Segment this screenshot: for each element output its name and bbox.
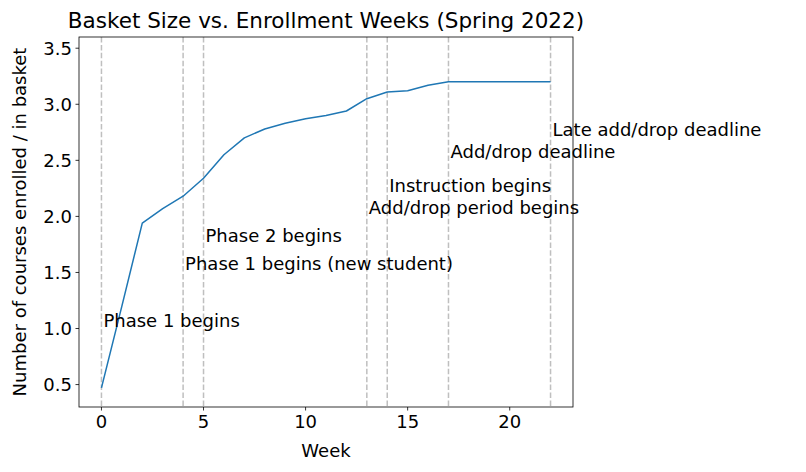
x-tick-label: 0 xyxy=(96,411,107,432)
y-tick xyxy=(76,104,80,105)
reference-line xyxy=(448,37,450,407)
title: Basket Size vs. Enrollment Weeks (Spring… xyxy=(68,8,584,33)
y-tick xyxy=(76,384,80,385)
y-tick-label: 2.0 xyxy=(43,206,72,227)
data-line xyxy=(101,82,550,388)
y-tick-label: 3.5 xyxy=(43,38,72,59)
x-tick-label: 20 xyxy=(498,411,521,432)
annotation: Phase 1 begins (new student) xyxy=(185,253,453,274)
annotation: Add/drop period begins xyxy=(369,197,579,218)
axes-frame xyxy=(79,37,573,407)
reference-line xyxy=(101,37,103,407)
y-tick xyxy=(76,216,80,217)
chart: 0 5 10 15 20 0.5 1.0 1.5 2.0 2.5 3.0 3.5 Phase 1 beg… xyxy=(0,0,806,472)
plot-area xyxy=(101,37,550,407)
x-tick xyxy=(101,407,102,411)
reference-line xyxy=(550,37,552,407)
y-tick xyxy=(76,328,80,329)
x-tick xyxy=(509,407,510,411)
annotation: Phase 2 begins xyxy=(206,225,342,246)
x-tick-label: 15 xyxy=(396,411,419,432)
x-tick xyxy=(407,407,408,411)
reference-line xyxy=(203,37,205,407)
y-tick-label: 1.0 xyxy=(43,318,72,339)
y-tick-label: 3.0 xyxy=(43,94,72,115)
x-tick-label: 5 xyxy=(198,411,209,432)
y-tick-label: 0.5 xyxy=(43,374,72,395)
y-tick xyxy=(76,48,80,49)
x-tick-label: 10 xyxy=(294,411,317,432)
x-tick xyxy=(203,407,204,411)
x-tick xyxy=(305,407,306,411)
y-tick xyxy=(76,160,80,161)
reference-line xyxy=(366,37,368,407)
x-axis-label: Week xyxy=(301,440,351,461)
annotation: Add/drop deadline xyxy=(450,141,615,162)
y-axis-label: Number of courses enrolled / in basket xyxy=(9,48,30,397)
annotation: Instruction begins xyxy=(389,175,551,196)
annotation: Phase 1 begins xyxy=(103,310,239,331)
annotation: Late add/drop deadline xyxy=(553,119,762,140)
reference-line xyxy=(182,37,184,407)
y-tick-label: 2.5 xyxy=(43,150,72,171)
y-tick xyxy=(76,272,80,273)
y-tick-label: 1.5 xyxy=(43,262,72,283)
